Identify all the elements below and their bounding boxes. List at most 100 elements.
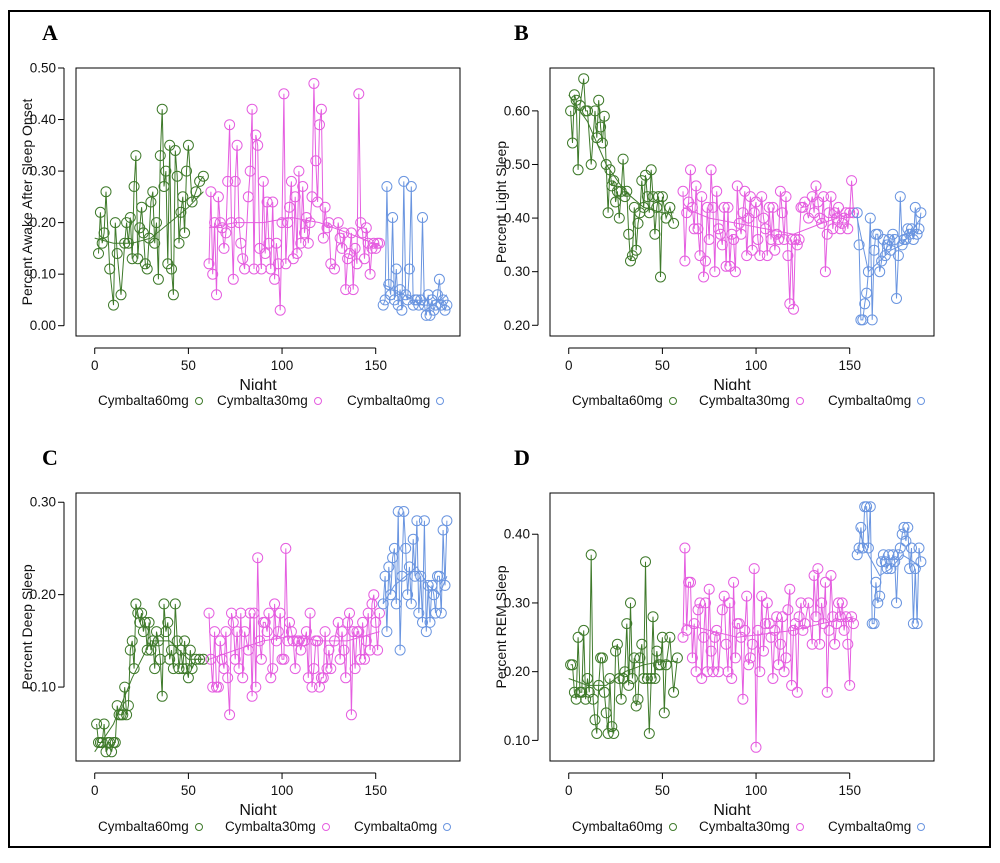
data-point <box>242 644 254 656</box>
data-point <box>259 248 271 259</box>
data-point <box>282 217 294 229</box>
data-point <box>707 201 719 213</box>
data-point <box>647 611 659 623</box>
data-point <box>883 549 895 561</box>
data-point <box>433 273 445 285</box>
data-point <box>735 228 747 240</box>
data-point <box>872 597 884 609</box>
data-point <box>568 686 580 698</box>
data-point <box>600 707 612 719</box>
data-point <box>889 556 901 568</box>
data-point <box>214 635 226 647</box>
data-point <box>582 105 593 117</box>
data-point <box>846 611 858 623</box>
data-point <box>737 693 749 705</box>
x-tick-label: 100 <box>271 783 294 798</box>
data-point <box>411 294 423 306</box>
data-point <box>177 663 189 675</box>
data-point <box>91 718 103 730</box>
data-point <box>398 506 410 517</box>
data-point <box>122 237 134 249</box>
data-point <box>793 234 805 245</box>
data-point <box>632 217 644 229</box>
data-point <box>784 298 796 310</box>
data-point <box>853 542 865 554</box>
data-point <box>169 598 181 610</box>
data-point <box>660 659 672 671</box>
data-point <box>604 673 616 684</box>
data-point <box>353 88 365 100</box>
data-point <box>677 185 689 197</box>
data-point <box>855 521 867 533</box>
data-point <box>229 175 241 187</box>
data-point <box>220 626 232 638</box>
data-point <box>390 598 402 610</box>
data-point <box>428 589 440 601</box>
data-point <box>707 666 719 678</box>
data-point <box>703 583 715 595</box>
data-point <box>763 201 775 213</box>
data-point <box>870 576 882 588</box>
data-point <box>115 289 127 301</box>
legend-item-cymbalta30mg: Cymbalta30mg <box>699 819 804 834</box>
data-point <box>902 223 914 235</box>
data-point <box>583 686 595 698</box>
panel-a: A 0 50 100 150 0.00 0.10 0.20 0.30 0.40 0.50 Night… <box>20 18 490 438</box>
panel-d: D 0 50 100 150 0.10 0.20 0.30 0.40 Night Percent … <box>494 443 964 863</box>
data-point <box>379 570 391 582</box>
x-tick-label: 150 <box>838 783 861 798</box>
data-point <box>861 287 873 299</box>
data-point <box>894 191 906 203</box>
data-point <box>332 616 344 628</box>
data-point <box>364 268 376 280</box>
data-point <box>329 635 340 647</box>
data-point <box>816 217 828 229</box>
data-point <box>308 78 320 89</box>
data-point <box>237 253 249 265</box>
data-point <box>578 73 590 85</box>
data-point <box>746 638 758 650</box>
data-point <box>833 597 844 609</box>
data-point <box>649 228 661 240</box>
panel-letter-c: C <box>42 445 58 470</box>
legend-item-cymbalta30mg: Cymbalta30mg <box>699 393 804 408</box>
data-point <box>840 207 852 219</box>
data-point <box>892 250 904 262</box>
data-point <box>222 672 234 684</box>
data-point <box>660 212 672 224</box>
data-point <box>136 201 148 213</box>
data-point <box>664 201 676 213</box>
data-point <box>774 638 786 650</box>
data-point <box>349 663 361 675</box>
y-tick-label: 0.10 <box>504 733 530 748</box>
data-point <box>329 263 340 275</box>
data-point <box>374 237 385 249</box>
data-point <box>263 237 275 249</box>
data-point <box>285 175 297 187</box>
data-point <box>237 672 249 684</box>
data-point <box>212 191 224 203</box>
y-tick-label: 0.00 <box>30 318 56 333</box>
data-point <box>728 576 740 588</box>
data-point <box>630 700 642 712</box>
data-point <box>276 217 288 229</box>
panel-letter-a: A <box>42 20 58 45</box>
data-point <box>896 239 908 251</box>
data-point <box>156 690 168 702</box>
data-point <box>773 234 784 245</box>
data-point <box>441 515 453 527</box>
data-point <box>756 590 768 602</box>
data-point <box>374 607 385 619</box>
data-point <box>606 721 618 733</box>
data-point <box>862 542 874 554</box>
data-point <box>915 556 927 568</box>
data-point <box>377 299 389 311</box>
y-tick-label: 0.50 <box>504 157 530 172</box>
data-point <box>306 681 318 693</box>
y-tick-label: 0.40 <box>504 211 530 226</box>
data-point <box>323 217 335 229</box>
data-point <box>261 626 273 638</box>
data-point <box>437 524 449 536</box>
data-point <box>224 709 236 721</box>
legend-marker-icon <box>668 823 677 832</box>
